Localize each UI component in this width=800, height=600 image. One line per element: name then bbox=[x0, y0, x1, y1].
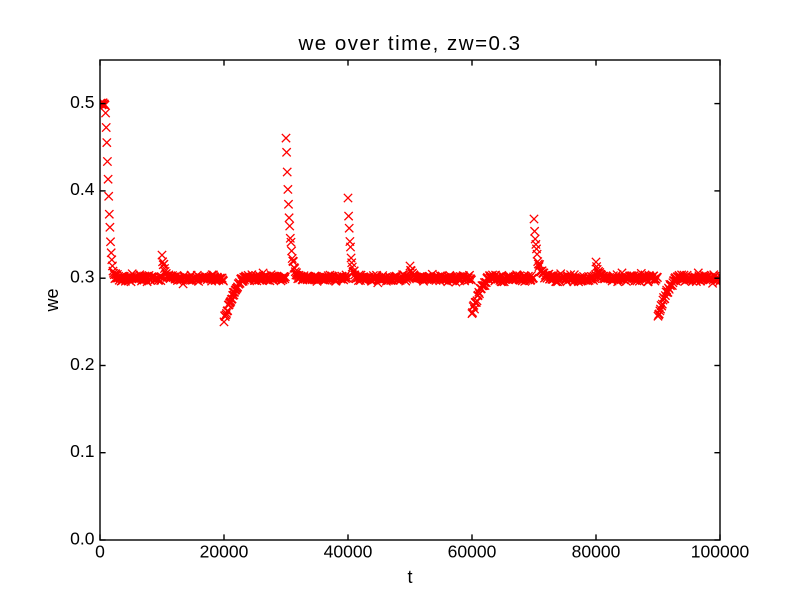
svg-text:40000: 40000 bbox=[324, 542, 373, 562]
svg-text:0.1: 0.1 bbox=[70, 441, 94, 461]
svg-text:20000: 20000 bbox=[200, 542, 249, 562]
svg-text:t: t bbox=[407, 567, 412, 587]
svg-text:80000: 80000 bbox=[572, 542, 621, 562]
svg-text:0.5: 0.5 bbox=[70, 92, 94, 112]
svg-text:we: we bbox=[42, 288, 62, 312]
svg-text:0.0: 0.0 bbox=[70, 528, 95, 548]
svg-text:60000: 60000 bbox=[448, 542, 497, 562]
svg-text:0.2: 0.2 bbox=[70, 354, 94, 374]
svg-text:0.3: 0.3 bbox=[70, 267, 94, 287]
svg-text:we over time, zw=0.3: we over time, zw=0.3 bbox=[297, 32, 521, 55]
svg-text:0.4: 0.4 bbox=[70, 179, 95, 199]
svg-text:100000: 100000 bbox=[691, 542, 750, 562]
svg-text:0: 0 bbox=[95, 542, 105, 562]
